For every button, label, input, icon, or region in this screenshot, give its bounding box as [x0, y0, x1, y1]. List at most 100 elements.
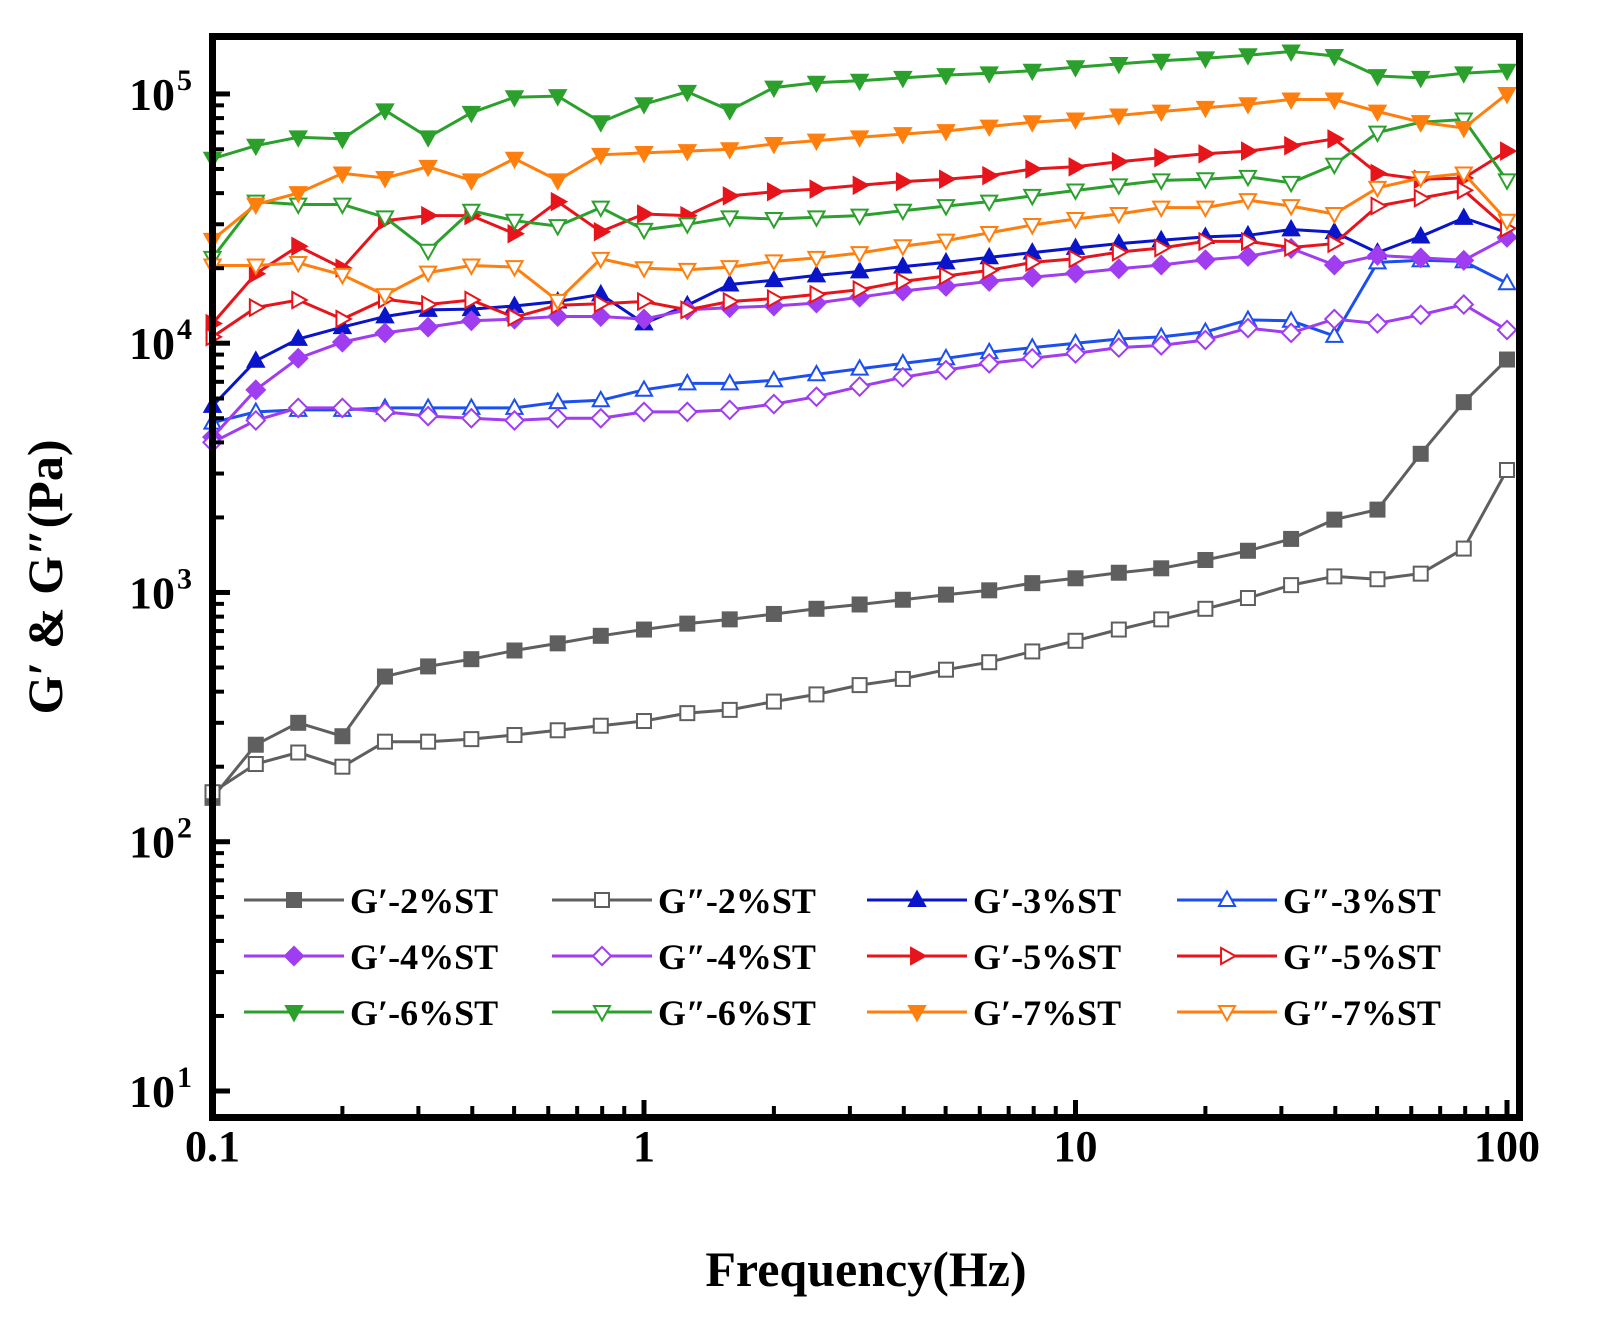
- data-point: [633, 401, 655, 423]
- data-point: [1021, 266, 1043, 288]
- legend-label: G″-2%ST: [658, 881, 816, 921]
- data-point: [806, 265, 827, 283]
- data-point: [1065, 183, 1086, 201]
- data-point: [1370, 196, 1388, 216]
- data-point: [1111, 242, 1130, 262]
- data-point: [507, 223, 525, 244]
- data-point: [418, 265, 438, 284]
- data-point: [1327, 233, 1345, 254]
- data-point: [246, 350, 266, 368]
- data-point: [1151, 104, 1171, 122]
- data-point: [1198, 231, 1216, 252]
- data-point: [463, 651, 480, 668]
- data-point: [1281, 44, 1301, 62]
- series-g-double-prime-3pctst: [202, 249, 1517, 430]
- data-point: [1021, 347, 1043, 369]
- data-point: [634, 379, 654, 397]
- data-point: [1410, 247, 1432, 269]
- data-point: [1500, 141, 1518, 161]
- data-point: [1284, 135, 1302, 156]
- data-point: [1195, 200, 1216, 219]
- legend-marker: [1217, 1005, 1237, 1023]
- data-point: [766, 182, 785, 202]
- data-point: [1239, 542, 1256, 559]
- data-point: [763, 393, 785, 415]
- data-point: [979, 225, 999, 244]
- series-line: [212, 171, 1509, 303]
- y-tick-label: 10: [129, 318, 175, 369]
- data-point: [331, 397, 353, 419]
- data-point: [420, 733, 437, 750]
- series-g-prime-4pctst: [201, 226, 1518, 448]
- data-point: [1067, 570, 1084, 587]
- data-point: [1453, 249, 1475, 271]
- data-point: [1281, 199, 1301, 217]
- data-point: [1151, 173, 1171, 191]
- data-point: [1237, 245, 1259, 267]
- data-point: [634, 222, 654, 241]
- data-point: [1022, 115, 1043, 133]
- data-point: [894, 591, 911, 608]
- data-point: [421, 205, 439, 226]
- data-point: [982, 260, 1000, 281]
- data-point: [463, 731, 480, 748]
- data-point: [1283, 577, 1300, 594]
- data-point: [979, 246, 999, 265]
- data-point: [1324, 92, 1345, 110]
- data-point: [591, 115, 611, 133]
- data-point: [981, 654, 998, 671]
- data-point: [1064, 342, 1087, 364]
- data-point: [1367, 125, 1388, 143]
- data-point: [287, 347, 309, 369]
- data-point: [593, 293, 612, 314]
- data-point: [592, 717, 609, 734]
- legend-label: G″-7%ST: [1283, 993, 1441, 1033]
- data-point: [1367, 180, 1388, 199]
- data-point: [1497, 63, 1517, 82]
- series-g-double-prime-4pctst: [201, 293, 1518, 453]
- data-point: [935, 359, 957, 381]
- data-point: [591, 147, 611, 166]
- legend-marker: [594, 892, 610, 908]
- data-point: [764, 369, 784, 388]
- data-point: [806, 210, 827, 228]
- legend-marker: [907, 889, 927, 907]
- data-point: [633, 308, 655, 330]
- legend-item-g-double-prime-2pctst: G″-2%ST: [552, 881, 816, 921]
- data-point: [1454, 166, 1474, 184]
- data-point: [1454, 207, 1474, 225]
- data-point: [849, 73, 870, 92]
- data-point: [1280, 322, 1302, 344]
- data-point: [722, 291, 741, 312]
- data-point: [849, 376, 871, 398]
- data-point: [288, 130, 308, 148]
- data-point: [893, 239, 913, 257]
- data-point: [1109, 108, 1129, 126]
- data-point: [1456, 180, 1475, 200]
- legend: G′-2%ST G″-2%ST G′-3%ST G″-3%ST G′-4%ST G″-4%…: [244, 881, 1441, 1033]
- legend-item-g-prime-7pctst: G′-7%ST: [867, 993, 1121, 1033]
- data-point: [1369, 571, 1386, 588]
- data-point: [1151, 200, 1171, 219]
- data-point: [721, 611, 738, 628]
- legend-item-g-prime-2pctst: G′-2%ST: [244, 881, 498, 921]
- data-point: [1454, 121, 1474, 139]
- legend-marker: [592, 1005, 612, 1023]
- data-point: [677, 217, 698, 235]
- y-tick-label: 10: [129, 567, 175, 618]
- data-point: [764, 212, 784, 230]
- data-point: [893, 70, 913, 89]
- data-point: [981, 582, 998, 599]
- data-point: [1238, 193, 1258, 211]
- data-point: [1367, 104, 1388, 122]
- data-point: [1024, 643, 1041, 660]
- data-point: [765, 605, 782, 622]
- series-layer: [201, 44, 1518, 806]
- data-point: [719, 103, 740, 121]
- data-point: [590, 407, 612, 429]
- data-point: [1324, 157, 1345, 176]
- data-point: [676, 401, 698, 423]
- x-tick-label: 0.1: [185, 1122, 240, 1171]
- legend-item-g-prime-3pctst: G′-3%ST: [867, 881, 1121, 921]
- data-point: [1065, 60, 1086, 78]
